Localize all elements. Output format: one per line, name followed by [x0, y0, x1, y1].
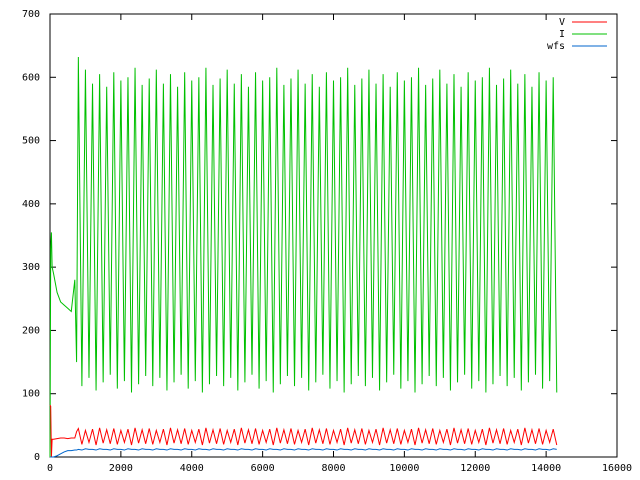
y-tick-label: 600: [22, 72, 40, 83]
x-tick-label: 4000: [180, 463, 204, 474]
x-tick-label: 14000: [531, 463, 561, 474]
legend-label: wfs: [547, 41, 565, 52]
y-tick-label: 0: [34, 452, 40, 463]
x-tick-label: 0: [47, 463, 53, 474]
y-tick-label: 200: [22, 325, 40, 336]
legend-label: I: [559, 29, 565, 40]
y-tick-label: 400: [22, 199, 40, 210]
x-tick-label: 8000: [321, 463, 345, 474]
x-tick-label: 12000: [460, 463, 490, 474]
series-line: [50, 448, 557, 458]
x-tick-label: 6000: [251, 463, 275, 474]
y-tick-label: 500: [22, 136, 40, 147]
series-line: [49, 57, 558, 458]
series-line: [49, 404, 558, 458]
y-tick-label: 700: [22, 9, 40, 20]
y-tick-label: 100: [22, 389, 40, 400]
legend-label: V: [559, 17, 565, 28]
y-tick-label: 300: [22, 262, 40, 273]
x-tick-label: 10000: [389, 463, 419, 474]
x-tick-label: 2000: [109, 463, 133, 474]
x-tick-label: 16000: [602, 463, 632, 474]
